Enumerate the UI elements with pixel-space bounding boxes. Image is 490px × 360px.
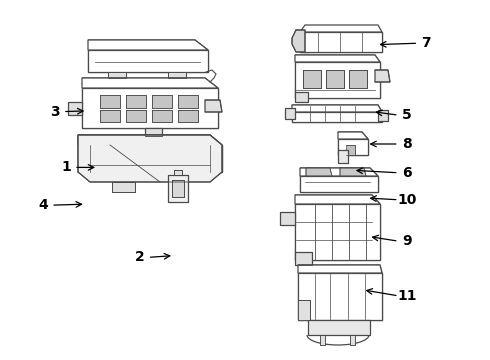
Polygon shape bbox=[292, 112, 378, 122]
Polygon shape bbox=[112, 182, 135, 192]
Polygon shape bbox=[292, 105, 382, 112]
Text: 5: 5 bbox=[402, 108, 412, 122]
Polygon shape bbox=[195, 50, 208, 72]
Polygon shape bbox=[305, 32, 382, 40]
Polygon shape bbox=[285, 108, 295, 119]
Polygon shape bbox=[326, 70, 344, 88]
Polygon shape bbox=[82, 88, 218, 128]
Polygon shape bbox=[295, 195, 380, 204]
Polygon shape bbox=[375, 32, 382, 52]
Polygon shape bbox=[375, 62, 380, 98]
Text: 8: 8 bbox=[402, 137, 412, 151]
Text: 3: 3 bbox=[50, 105, 60, 118]
Polygon shape bbox=[303, 70, 321, 88]
Polygon shape bbox=[300, 168, 378, 176]
Text: 7: 7 bbox=[421, 36, 431, 50]
Polygon shape bbox=[340, 168, 366, 176]
Polygon shape bbox=[108, 72, 126, 78]
Polygon shape bbox=[298, 265, 382, 273]
Polygon shape bbox=[172, 180, 184, 197]
Polygon shape bbox=[300, 40, 375, 52]
Polygon shape bbox=[88, 50, 208, 72]
Text: 6: 6 bbox=[402, 166, 412, 180]
Text: 1: 1 bbox=[61, 161, 71, 174]
Polygon shape bbox=[380, 273, 382, 320]
Polygon shape bbox=[295, 62, 375, 98]
Polygon shape bbox=[295, 204, 372, 260]
Polygon shape bbox=[295, 55, 380, 62]
Polygon shape bbox=[68, 102, 82, 115]
Polygon shape bbox=[88, 40, 208, 50]
Polygon shape bbox=[362, 139, 368, 155]
Polygon shape bbox=[78, 145, 222, 172]
Text: 11: 11 bbox=[397, 289, 416, 303]
Polygon shape bbox=[300, 176, 370, 192]
Polygon shape bbox=[78, 135, 222, 182]
Polygon shape bbox=[82, 78, 218, 88]
Polygon shape bbox=[338, 150, 348, 163]
Polygon shape bbox=[300, 176, 378, 192]
Polygon shape bbox=[205, 88, 218, 128]
Polygon shape bbox=[298, 300, 310, 320]
Polygon shape bbox=[168, 72, 186, 78]
Polygon shape bbox=[378, 110, 388, 121]
Polygon shape bbox=[306, 168, 332, 176]
Polygon shape bbox=[126, 110, 146, 122]
Polygon shape bbox=[300, 32, 308, 52]
Polygon shape bbox=[205, 100, 222, 112]
Polygon shape bbox=[152, 110, 172, 122]
Polygon shape bbox=[338, 132, 368, 139]
Polygon shape bbox=[295, 195, 380, 204]
Polygon shape bbox=[88, 50, 195, 72]
Polygon shape bbox=[295, 62, 380, 98]
Polygon shape bbox=[174, 170, 182, 175]
Polygon shape bbox=[210, 145, 222, 172]
Polygon shape bbox=[145, 128, 162, 136]
Text: 10: 10 bbox=[397, 193, 416, 207]
Polygon shape bbox=[300, 32, 382, 52]
Polygon shape bbox=[350, 335, 355, 345]
Polygon shape bbox=[295, 92, 308, 102]
Polygon shape bbox=[295, 252, 312, 265]
Polygon shape bbox=[88, 40, 208, 50]
Polygon shape bbox=[308, 320, 370, 335]
Polygon shape bbox=[300, 25, 382, 32]
Polygon shape bbox=[338, 139, 368, 155]
Polygon shape bbox=[378, 112, 382, 122]
Polygon shape bbox=[82, 88, 205, 128]
Polygon shape bbox=[280, 212, 295, 225]
Polygon shape bbox=[338, 132, 368, 139]
Polygon shape bbox=[300, 168, 378, 176]
Polygon shape bbox=[295, 55, 380, 62]
Polygon shape bbox=[320, 335, 325, 345]
Text: 4: 4 bbox=[38, 198, 48, 212]
Polygon shape bbox=[178, 95, 198, 108]
Polygon shape bbox=[126, 95, 146, 108]
Polygon shape bbox=[298, 273, 382, 320]
Polygon shape bbox=[372, 204, 380, 260]
Polygon shape bbox=[349, 70, 367, 88]
Polygon shape bbox=[346, 145, 355, 155]
Polygon shape bbox=[370, 176, 378, 192]
Polygon shape bbox=[78, 135, 222, 145]
Polygon shape bbox=[100, 95, 120, 108]
Polygon shape bbox=[298, 265, 382, 273]
Polygon shape bbox=[100, 110, 120, 122]
Polygon shape bbox=[292, 30, 305, 52]
Polygon shape bbox=[292, 105, 382, 112]
Text: 9: 9 bbox=[402, 234, 412, 248]
Polygon shape bbox=[78, 135, 222, 145]
Polygon shape bbox=[168, 175, 188, 202]
Polygon shape bbox=[298, 273, 380, 320]
Polygon shape bbox=[338, 139, 362, 155]
Polygon shape bbox=[292, 112, 382, 122]
Polygon shape bbox=[82, 78, 218, 88]
Polygon shape bbox=[78, 145, 210, 172]
Polygon shape bbox=[375, 70, 390, 82]
Text: 2: 2 bbox=[135, 251, 145, 264]
Polygon shape bbox=[295, 204, 380, 260]
Polygon shape bbox=[152, 95, 172, 108]
Polygon shape bbox=[178, 110, 198, 122]
